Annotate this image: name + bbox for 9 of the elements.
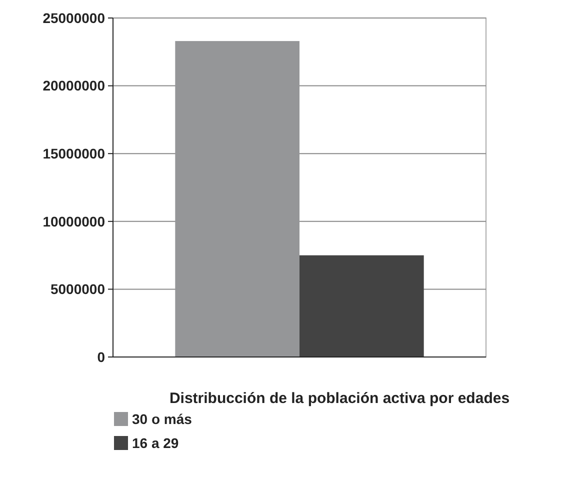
y-tick-label: 0 — [97, 348, 106, 365]
x-axis-title: Distribucción de la población activa por edades — [169, 390, 510, 407]
y-tick-label: 5000000 — [50, 281, 106, 298]
legend-label: 30 o más — [132, 410, 192, 427]
y-tick-label: 10000000 — [42, 213, 106, 230]
y-tick-label: 20000000 — [42, 78, 106, 94]
y-tick-label: 15000000 — [42, 146, 106, 162]
legend-label: 16 a 29 — [132, 434, 179, 451]
y-tick-label: 25000000 — [42, 10, 106, 26]
